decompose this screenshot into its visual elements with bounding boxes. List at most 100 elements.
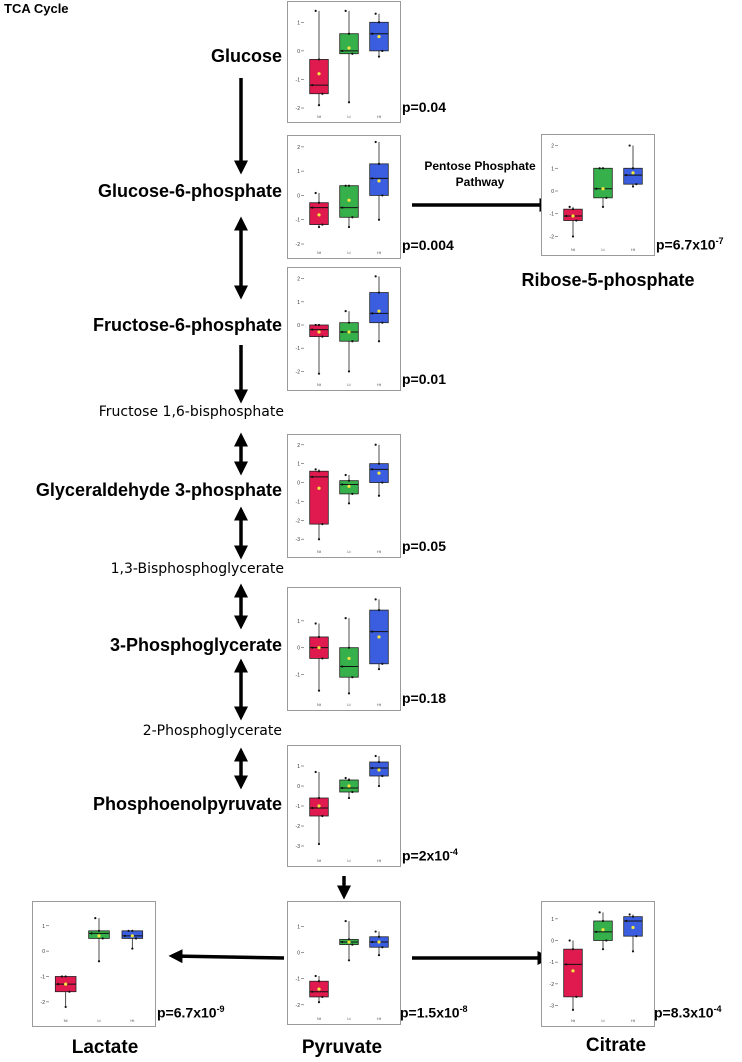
data-point (321, 223, 324, 226)
pvalue-f6p: p=0.01 (402, 371, 446, 387)
y-tick-label: -2 (550, 982, 555, 988)
data-point (97, 929, 101, 932)
data-point (377, 162, 381, 165)
mean-marker (97, 934, 101, 938)
data-point (341, 786, 344, 790)
label-pg2: 2-Phosphoglycerate (142, 723, 282, 739)
data-point (317, 104, 321, 107)
mean-marker (377, 940, 381, 944)
pathway-label: Pentose Phosphate Pathway (404, 158, 556, 190)
data-point (601, 167, 605, 170)
data-point (381, 481, 384, 484)
boxplot-citrate: -3 -2 -1 0 1 Nt Lt Ht (541, 901, 655, 1027)
pvalue-citrate-exp: -4 (713, 1004, 722, 1014)
pvalue-pyruvate-exp: -8 (459, 1004, 468, 1014)
data-point (565, 963, 568, 966)
x-tick-label: Nt (317, 382, 322, 387)
mean-marker (377, 309, 381, 313)
data-point (134, 937, 138, 940)
x-tick-label: Nt (317, 702, 322, 707)
data-point (568, 205, 571, 209)
data-point (351, 52, 354, 55)
data-point (341, 330, 344, 334)
data-point (351, 790, 354, 794)
y-tick-label: 1 (551, 166, 554, 172)
mean-marker (347, 784, 351, 788)
mean-marker (377, 179, 381, 183)
mean-marker (377, 768, 381, 772)
data-point (598, 911, 601, 914)
y-tick-label: 1 (297, 169, 300, 175)
data-point (344, 919, 347, 923)
data-point (314, 191, 317, 195)
data-point (377, 953, 381, 957)
data-point (344, 776, 347, 780)
y-tick-label: 0 (297, 646, 300, 652)
data-point (371, 940, 374, 944)
y-tick-label: -3 (296, 537, 301, 543)
data-point (371, 766, 374, 770)
data-point (317, 470, 321, 473)
data-point (631, 185, 635, 188)
data-point (347, 184, 351, 187)
data-point (381, 49, 384, 52)
boxplot-pg3: -1 0 1 Nt Lt Ht (287, 587, 401, 711)
x-tick-label: Ht (377, 382, 382, 387)
mean-marker (377, 635, 381, 639)
data-point (317, 689, 321, 692)
data-point (377, 668, 381, 671)
label-g3p: Glyceraldehyde 3-phosphate (35, 480, 282, 500)
y-tick-label: 0 (297, 784, 300, 790)
data-point (131, 929, 134, 932)
y-tick-label: -2 (296, 824, 301, 830)
y-tick-label: -1 (296, 346, 301, 352)
data-point (374, 12, 377, 15)
data-point (341, 483, 344, 486)
mean-marker (317, 213, 321, 217)
boxplot-svg-g6p: -2 -1 0 1 2 Nt Lt Ht (296, 140, 389, 255)
x-tick-label: Lt (347, 114, 351, 119)
box (623, 167, 643, 185)
data-point (571, 1008, 575, 1011)
data-point (341, 665, 344, 668)
label-glucose: Glucose (210, 46, 282, 66)
data-point (625, 173, 628, 177)
y-tick-label: 1 (297, 924, 300, 930)
boxplot-glucose: -2 -1 0 1 Nt Lt Ht (287, 1, 401, 123)
data-point (381, 194, 384, 197)
y-tick-label: -3 (296, 844, 301, 850)
data-point (317, 58, 321, 61)
data-point (317, 1001, 321, 1004)
mean-marker (317, 804, 321, 808)
data-point (371, 312, 374, 315)
x-tick-label: Ht (377, 250, 382, 255)
x-tick-label: Nt (317, 114, 322, 119)
data-point (68, 990, 71, 993)
label-pyruvate: Pyruvate (301, 1037, 383, 1058)
data-point (635, 935, 638, 938)
pvalue-citrate: p=8.3x10-4 (654, 1004, 722, 1021)
data-point (311, 206, 314, 209)
y-tick-label: 0 (551, 939, 554, 945)
pvalue-citrate-base: p=8.3x10 (654, 1004, 714, 1021)
data-point (344, 184, 347, 187)
data-point (347, 646, 351, 649)
y-tick-label: 0 (297, 49, 300, 55)
y-tick-label: 0 (297, 481, 300, 487)
pvalue-g3p: p=0.05 (402, 538, 446, 554)
x-tick-label: Ht (377, 114, 382, 119)
x-tick-label: Nt (317, 858, 322, 863)
data-point (64, 1005, 67, 1009)
y-tick-label: 1 (297, 20, 300, 26)
data-point (341, 940, 344, 944)
x-tick-label: Lt (347, 858, 351, 863)
data-point (347, 321, 351, 324)
y-tick-label: -2 (550, 234, 555, 240)
pvalue-pep-exp: -4 (449, 847, 458, 857)
label-pep: Phosphoenolpyruvate (92, 794, 282, 814)
data-point (601, 948, 605, 951)
data-point (317, 842, 321, 846)
boxplot-g6p: -2 -1 0 1 2 Nt Lt Ht (287, 135, 401, 259)
boxplot-svg-lactate: -2 -1 0 1 Nt Lt Ht (41, 917, 144, 1023)
data-point (377, 21, 381, 24)
